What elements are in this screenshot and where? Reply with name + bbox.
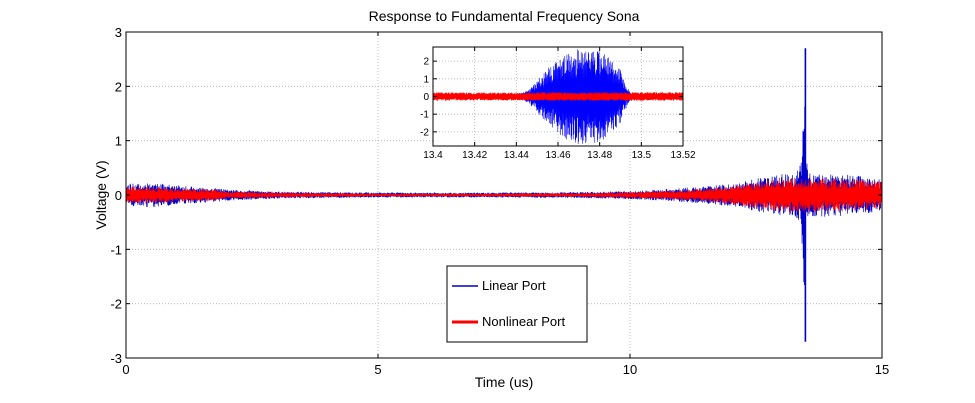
y-tick-label: 2	[423, 57, 429, 68]
x-tick-label: 13.44	[504, 150, 529, 161]
inset-series	[432, 49, 684, 144]
x-tick-label: 0	[122, 362, 129, 377]
y-tick-label: -2	[110, 297, 122, 312]
x-tick-label: 5	[374, 362, 381, 377]
y-tick-label: 1	[115, 134, 122, 149]
x-tick-label: 13.4	[423, 150, 443, 161]
x-tick-label: 13.48	[587, 150, 612, 161]
legend-label-nonlinear: Nonlinear Port	[482, 314, 565, 329]
x-tick-label: 15	[875, 362, 889, 377]
x-tick-label: 13.52	[670, 150, 695, 161]
y-tick-label: 1	[423, 74, 429, 85]
x-tick-label: 13.42	[462, 150, 487, 161]
x-axis-label: Time (us)	[475, 374, 534, 390]
y-tick-label: 0	[423, 92, 429, 103]
y-tick-label: 0	[115, 188, 122, 203]
x-tick-label: 10	[623, 362, 637, 377]
series-line-nonlinear-port	[432, 92, 684, 101]
series-line-nonlinear-port	[125, 177, 883, 212]
y-tick-label: -1	[420, 110, 429, 121]
y-tick-label: 2	[115, 79, 122, 94]
inset-chart: 13.4 13.42 13.44 13.46 13.48 13.5 13.52 -2 -1 0 1 2	[420, 46, 696, 161]
x-tick-label: 13.5	[632, 150, 652, 161]
legend: Linear Port Nonlinear Port	[446, 265, 588, 343]
inset-ticks: 13.4 13.42 13.44 13.46 13.48 13.5 13.52 -2 -1 0 1 2	[420, 47, 696, 161]
y-tick-label: 3	[115, 25, 122, 40]
legend-label-linear: Linear Port	[482, 278, 546, 293]
main-series	[125, 48, 883, 342]
chart-title: Response to Fundamental Frequency Sona	[369, 8, 640, 24]
y-tick-label: -3	[110, 351, 122, 366]
y-tick-label: -1	[110, 242, 122, 257]
legend-box	[446, 265, 588, 343]
y-tick-label: -2	[420, 127, 429, 138]
y-axis-label: Voltage (V)	[93, 160, 109, 229]
x-tick-label: 13.46	[545, 150, 570, 161]
